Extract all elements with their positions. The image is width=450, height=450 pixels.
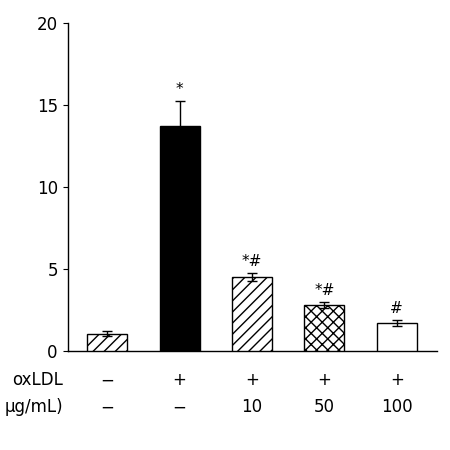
Bar [160,126,199,351]
Bar [232,277,272,351]
Bar [305,305,344,351]
Text: 50: 50 [314,398,335,416]
Text: μg/mL): μg/mL) [4,398,63,416]
Text: *#: *# [242,254,262,269]
Text: 100: 100 [381,398,413,416]
Text: +: + [317,371,331,389]
Text: −: − [100,371,114,389]
Bar [377,323,417,351]
Bar [87,334,127,351]
Text: +: + [245,371,259,389]
Text: +: + [173,371,187,389]
Text: −: − [173,398,187,416]
Text: −: − [100,398,114,416]
Text: oxLDL: oxLDL [12,371,63,389]
Text: *#: *# [314,283,334,298]
Text: 10: 10 [242,398,262,416]
Text: *: * [176,82,184,97]
Text: +: + [390,371,404,389]
Text: #: # [390,301,403,316]
